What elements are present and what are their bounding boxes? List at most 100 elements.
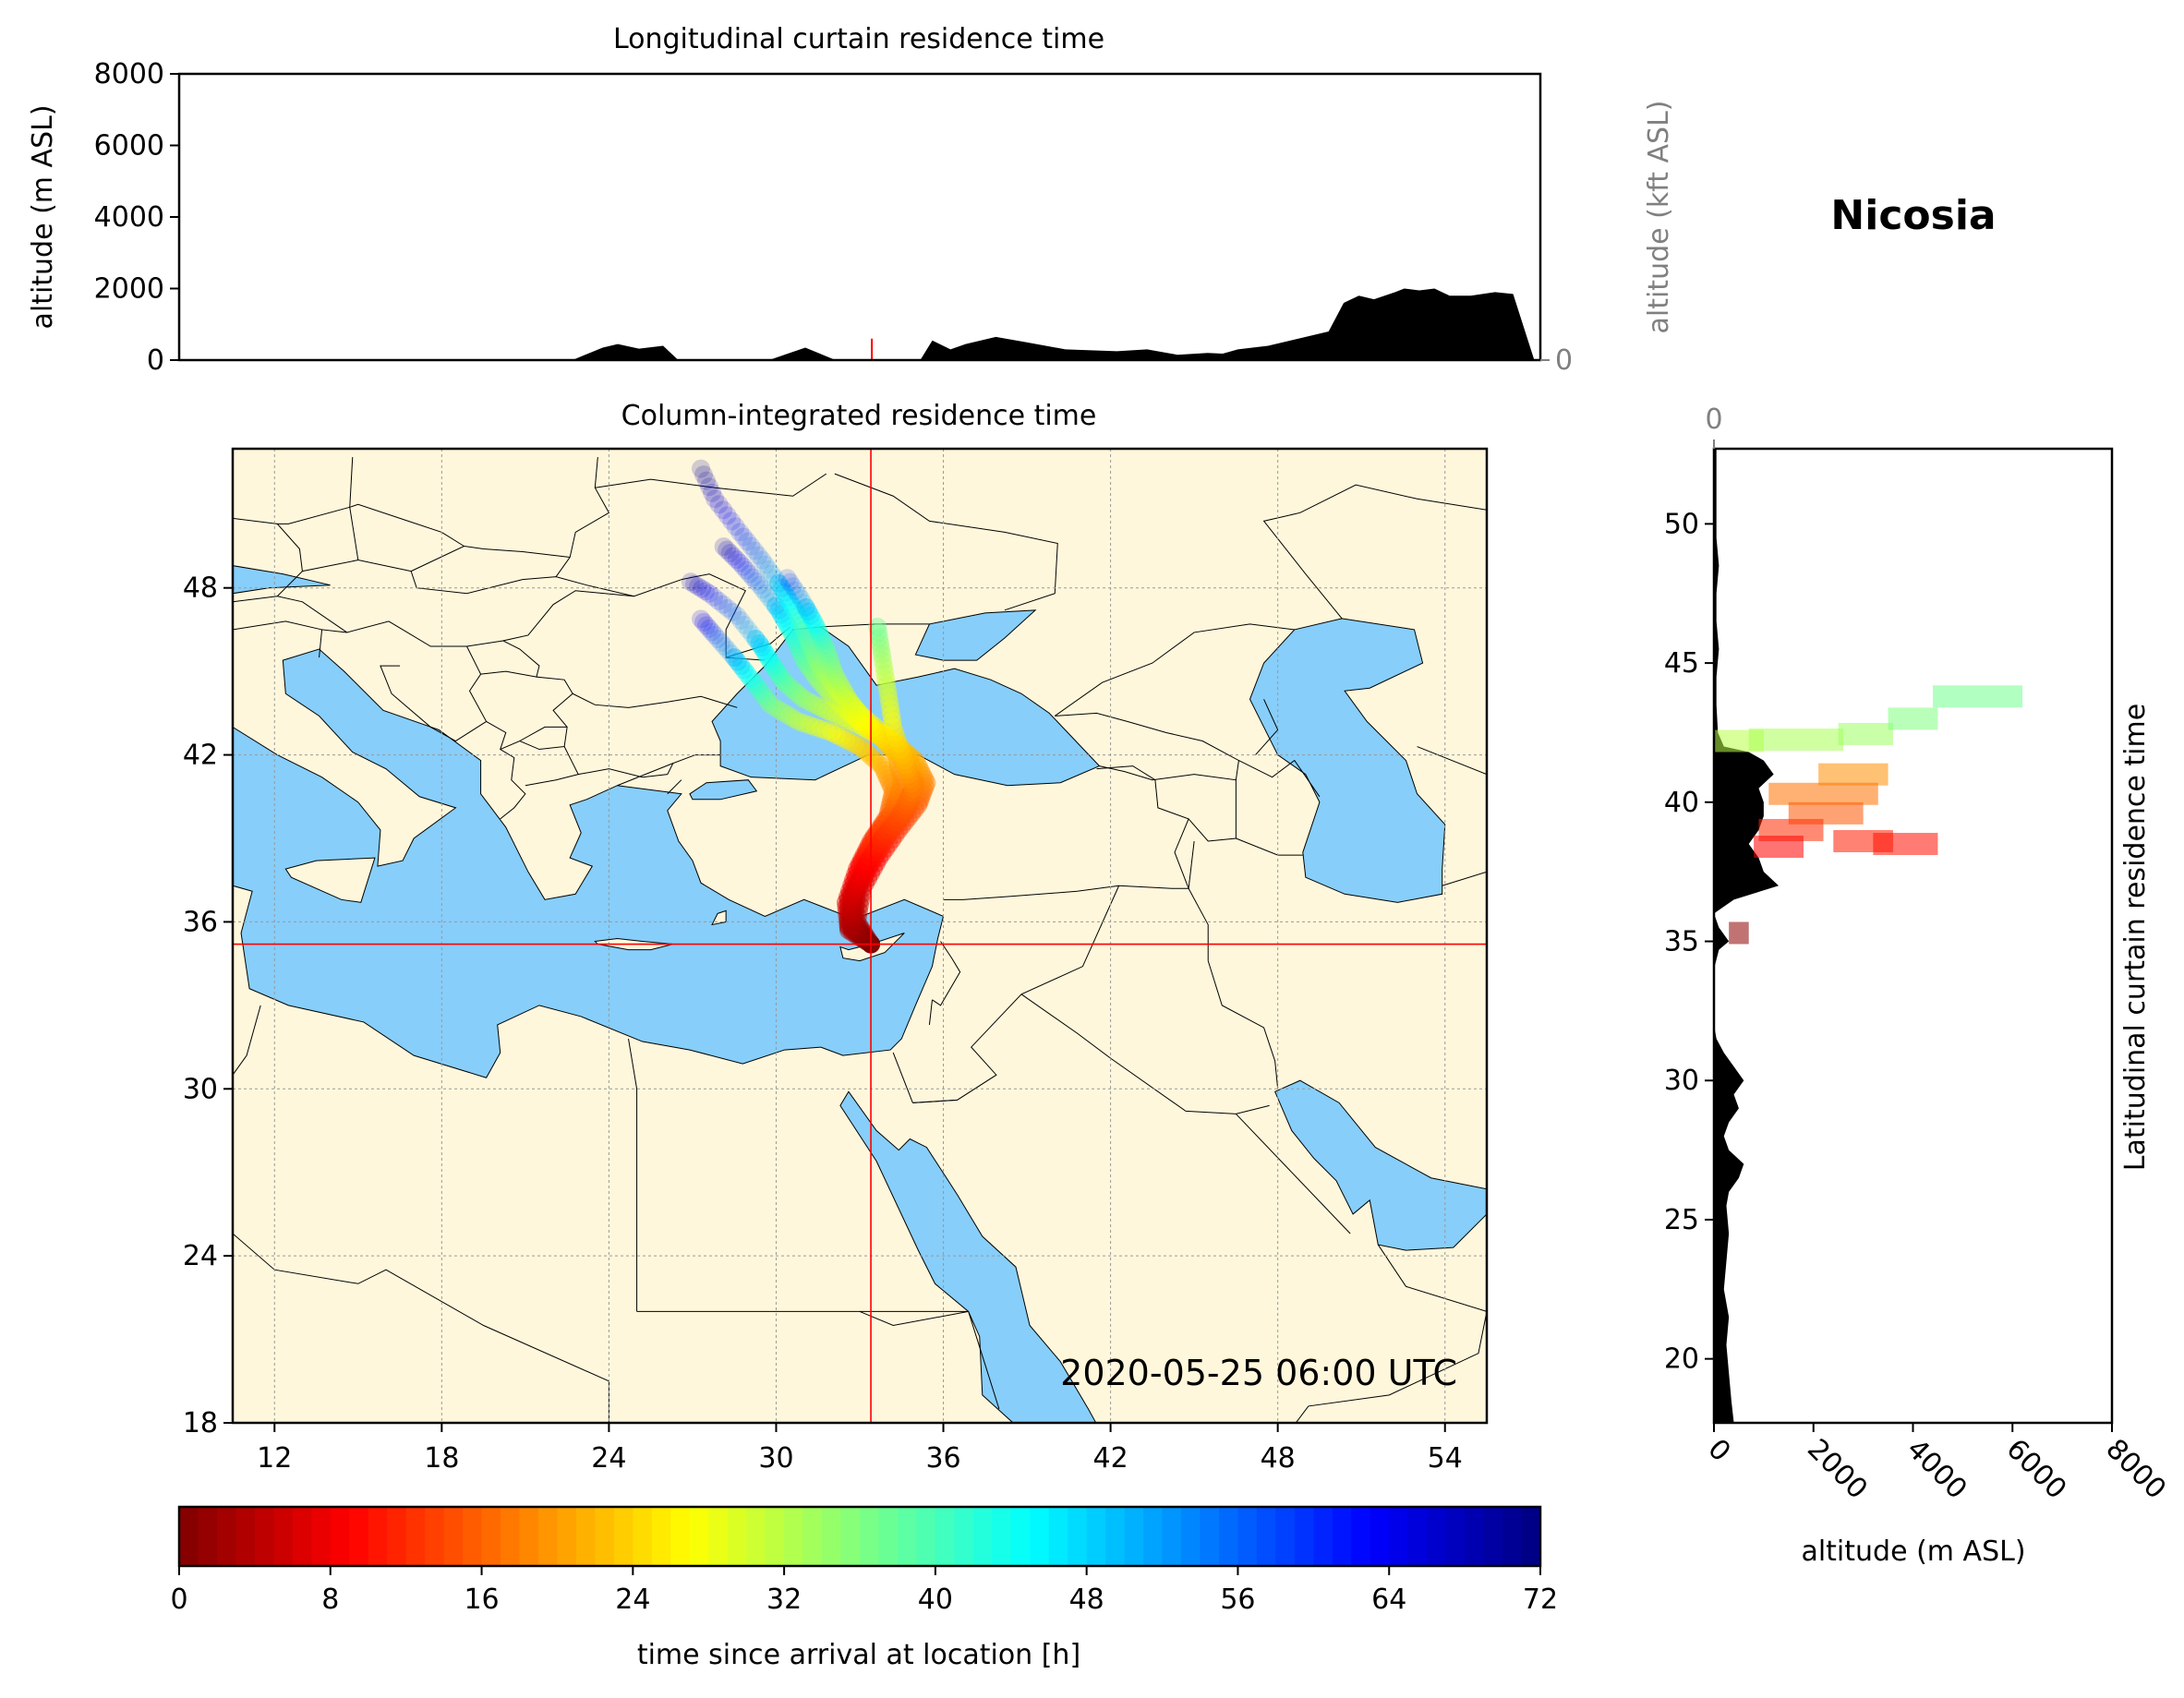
colorbar-step: [935, 1507, 955, 1566]
trajectory-point: [848, 921, 867, 941]
trajectory-point: [802, 660, 821, 680]
residence-block: [1754, 836, 1804, 859]
colorbar-step: [273, 1507, 294, 1566]
trajectory-point: [844, 885, 863, 904]
trajectory-point: [780, 572, 800, 592]
trajectory-point: [854, 741, 874, 760]
trajectory-point: [851, 926, 869, 945]
trajectory-point: [718, 641, 738, 660]
trajectory-point: [814, 635, 834, 655]
trajectory-point: [856, 712, 875, 731]
trajectory-point: [852, 920, 872, 939]
trajectory-point: [728, 606, 747, 625]
latitudinal-y-tick-label: 35: [1664, 926, 1699, 958]
trajectory-point: [843, 895, 863, 914]
trajectory-point: [889, 782, 909, 801]
colorbar-step: [1181, 1507, 1201, 1566]
trajectory-point: [848, 715, 867, 734]
trajectory-point: [899, 759, 918, 778]
trajectory-point: [842, 921, 862, 940]
trajectory-point: [886, 735, 905, 754]
trajectory-point: [892, 803, 911, 823]
map-border: [349, 457, 354, 508]
colorbar-step: [1427, 1507, 1447, 1566]
trajectory-point: [830, 684, 850, 704]
map-border: [1147, 1434, 1234, 1442]
trajectory-point: [859, 837, 878, 856]
colorbar-step: [1124, 1507, 1144, 1566]
trajectory-point: [912, 784, 932, 803]
trajectory-point: [759, 560, 778, 579]
colorbar-step: [595, 1507, 615, 1566]
map-border: [1377, 1244, 1487, 1312]
trajectory-point: [911, 762, 931, 781]
trajectory-point: [901, 753, 921, 772]
trajectory-point: [864, 859, 884, 878]
trajectory-point: [861, 713, 880, 732]
trajectory-point: [876, 669, 896, 689]
trajectory-point: [875, 731, 895, 751]
trajectory-point: [794, 651, 814, 670]
red-sea: [839, 1090, 1097, 1423]
trajectory-point: [851, 926, 871, 945]
trajectory-point: [875, 811, 895, 830]
trajectory-point: [766, 659, 785, 679]
longitudinal-y-tick-label: 4000: [94, 201, 164, 234]
trajectory-point: [897, 745, 916, 765]
trajectory-point: [893, 741, 912, 761]
trajectory-point: [879, 728, 899, 747]
map-border: [1417, 746, 1487, 776]
latitudinal-x2-ticks: 050100: [1705, 403, 1723, 449]
trajectory-point: [838, 887, 857, 907]
trajectory-point: [884, 742, 903, 762]
trajectory-point: [811, 659, 830, 679]
trajectory-point: [904, 765, 923, 784]
trajectory-point: [802, 638, 821, 657]
trajectory-point: [822, 656, 841, 676]
trajectory-point: [891, 800, 911, 819]
longitudinal-y2-tick-label: 0: [1555, 344, 1573, 377]
trajectory-point: [839, 913, 858, 933]
trajectory-point: [872, 728, 891, 747]
trajectory-point: [906, 751, 925, 770]
trajectory-point: [903, 761, 923, 780]
trajectory-point: [886, 723, 905, 742]
trajectory-point: [792, 615, 812, 634]
trajectory-point: [775, 704, 794, 723]
trajectory-point: [827, 725, 846, 744]
trajectory-point: [891, 748, 911, 767]
trajectory-point: [831, 728, 851, 747]
trajectory-point: [841, 876, 861, 896]
map-border: [628, 1038, 638, 1312]
trajectory-point: [851, 712, 869, 731]
colorbar-step: [1105, 1507, 1126, 1566]
map-border: [820, 623, 930, 628]
map-border: [1054, 623, 1295, 717]
trajectory-point: [850, 855, 869, 874]
trajectory-point: [706, 625, 725, 644]
trajectory-point: [870, 819, 889, 838]
trajectory-point: [875, 761, 894, 780]
trajectory-point: [860, 717, 879, 737]
map-border: [552, 692, 738, 747]
trajectory-point: [849, 873, 868, 893]
trajectory-point: [876, 765, 896, 784]
latitudinal-x-tick-label: 0: [1701, 1433, 1736, 1468]
trajectory-point: [734, 660, 754, 680]
trajectory-point: [880, 693, 899, 713]
longitudinal-ylabel: altitude (m ASL): [27, 104, 59, 329]
trajectory-point: [845, 921, 864, 940]
trajectory-point: [900, 769, 920, 789]
trajectory-point: [882, 705, 901, 725]
trajectory-point: [700, 477, 719, 497]
trajectory-point: [827, 705, 847, 725]
trajectory-point: [888, 754, 908, 774]
trajectory-point: [730, 523, 750, 542]
trajectory-point: [835, 699, 854, 718]
trajectory-point: [886, 812, 905, 831]
trajectory-point: [841, 915, 861, 934]
colorbar-step: [633, 1507, 653, 1566]
colorbar-step: [860, 1507, 880, 1566]
trajectory-point: [799, 602, 818, 621]
latitudinal-y-ticks: 20 25 30 35 40 45 50: [1664, 508, 1714, 1376]
